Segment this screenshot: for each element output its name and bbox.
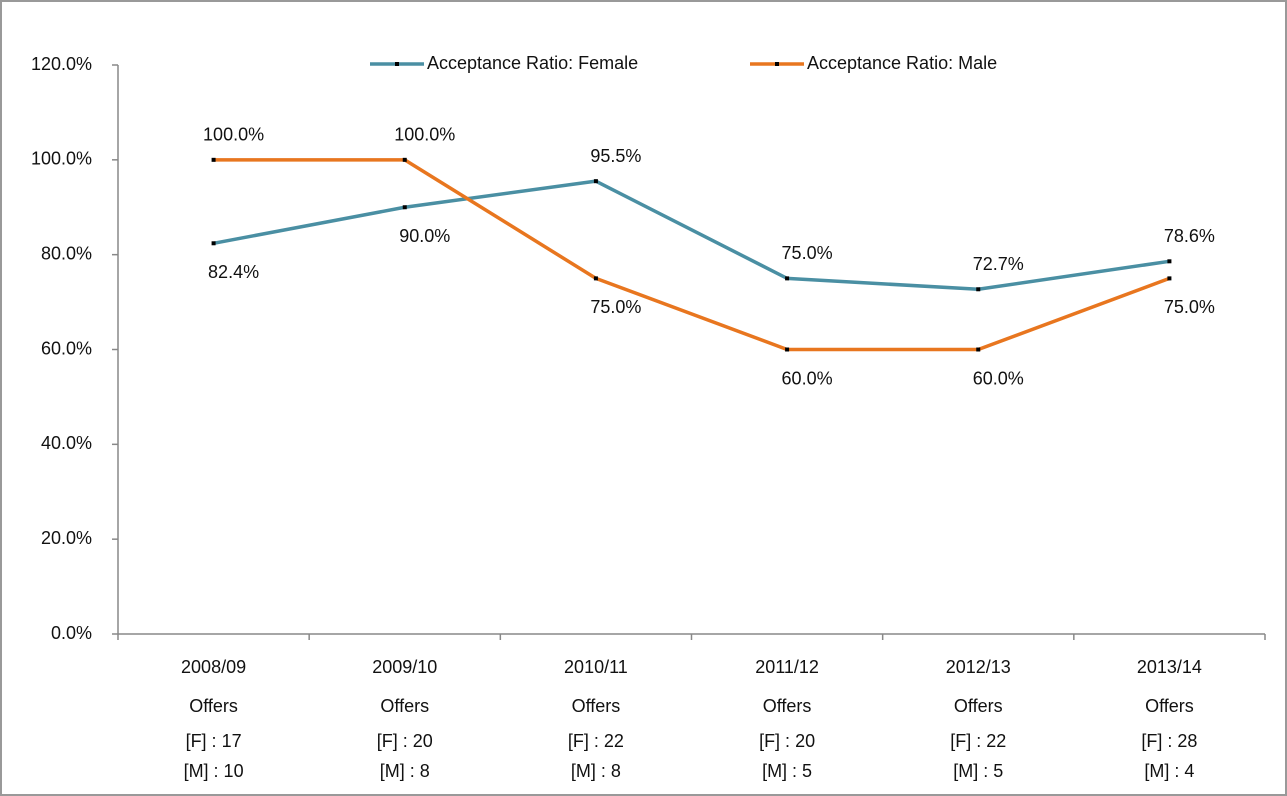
data-point [211, 157, 216, 162]
y-tick-label: 80.0% [41, 243, 92, 263]
data-label: 75.0% [782, 243, 833, 263]
data-label: 60.0% [973, 368, 1024, 388]
legend-marker [395, 62, 399, 66]
data-label: 82.4% [208, 262, 259, 282]
x-tick-label: 2009/10 [372, 657, 437, 677]
x-tick-label: [F] : 22 [568, 731, 624, 751]
x-tick-label: [M] : 10 [184, 761, 244, 781]
data-label: 90.0% [399, 226, 450, 246]
data-point [976, 347, 981, 352]
x-tick-label: [M] : 5 [762, 761, 812, 781]
x-tick-label: Offers [380, 696, 429, 716]
y-tick-label: 0.0% [51, 623, 92, 643]
x-tick-label: [F] : 20 [377, 731, 433, 751]
data-point [593, 276, 598, 281]
data-point [785, 347, 790, 352]
x-tick-label: [F] : 17 [186, 731, 242, 751]
data-label: 100.0% [394, 125, 455, 145]
y-tick-label: 40.0% [41, 433, 92, 453]
data-point [785, 276, 790, 281]
x-tick-label: 2011/12 [755, 657, 819, 677]
data-label: 72.7% [973, 254, 1024, 274]
x-tick-label: [M] : 5 [953, 761, 1003, 781]
x-tick-label: [F] : 20 [759, 731, 815, 751]
data-label: 75.0% [1164, 297, 1215, 317]
data-point [593, 179, 598, 184]
y-tick-label: 100.0% [31, 149, 92, 169]
y-tick-label: 20.0% [41, 528, 92, 548]
legend-label: Acceptance Ratio: Female [427, 53, 638, 73]
legend-label: Acceptance Ratio: Male [807, 53, 997, 73]
x-tick-label: Offers [954, 696, 1003, 716]
x-tick-label: [M] : 8 [571, 761, 621, 781]
data-point [1167, 276, 1172, 281]
x-tick-label: Offers [1145, 696, 1194, 716]
data-label: 78.6% [1164, 226, 1215, 246]
series-line [213, 158, 1171, 352]
data-label: 75.0% [590, 297, 641, 317]
x-tick-label: [F] : 22 [950, 731, 1006, 751]
data-label: 100.0% [203, 125, 264, 145]
x-tick-label: 2010/11 [564, 657, 628, 677]
x-tick-label: [M] : 4 [1144, 761, 1194, 781]
series-line [213, 179, 1170, 292]
x-tick-label: [F] : 28 [1141, 731, 1197, 751]
data-label: 60.0% [782, 368, 833, 388]
x-tick-label: [M] : 8 [380, 761, 430, 781]
legend-marker [775, 62, 779, 66]
x-tick-label: 2013/14 [1137, 657, 1202, 677]
data-point [402, 157, 407, 162]
y-tick-label: 60.0% [41, 338, 92, 358]
data-point [1167, 259, 1172, 264]
x-tick-label: 2008/09 [181, 657, 246, 677]
x-tick-label: 2012/13 [946, 657, 1011, 677]
data-point [211, 241, 216, 246]
y-tick-label: 120.0% [31, 54, 92, 74]
data-point [402, 205, 407, 210]
data-label: 95.5% [590, 146, 641, 166]
x-tick-label: Offers [189, 696, 238, 716]
x-tick-label: Offers [763, 696, 812, 716]
data-point [976, 287, 981, 292]
x-tick-label: Offers [572, 696, 621, 716]
